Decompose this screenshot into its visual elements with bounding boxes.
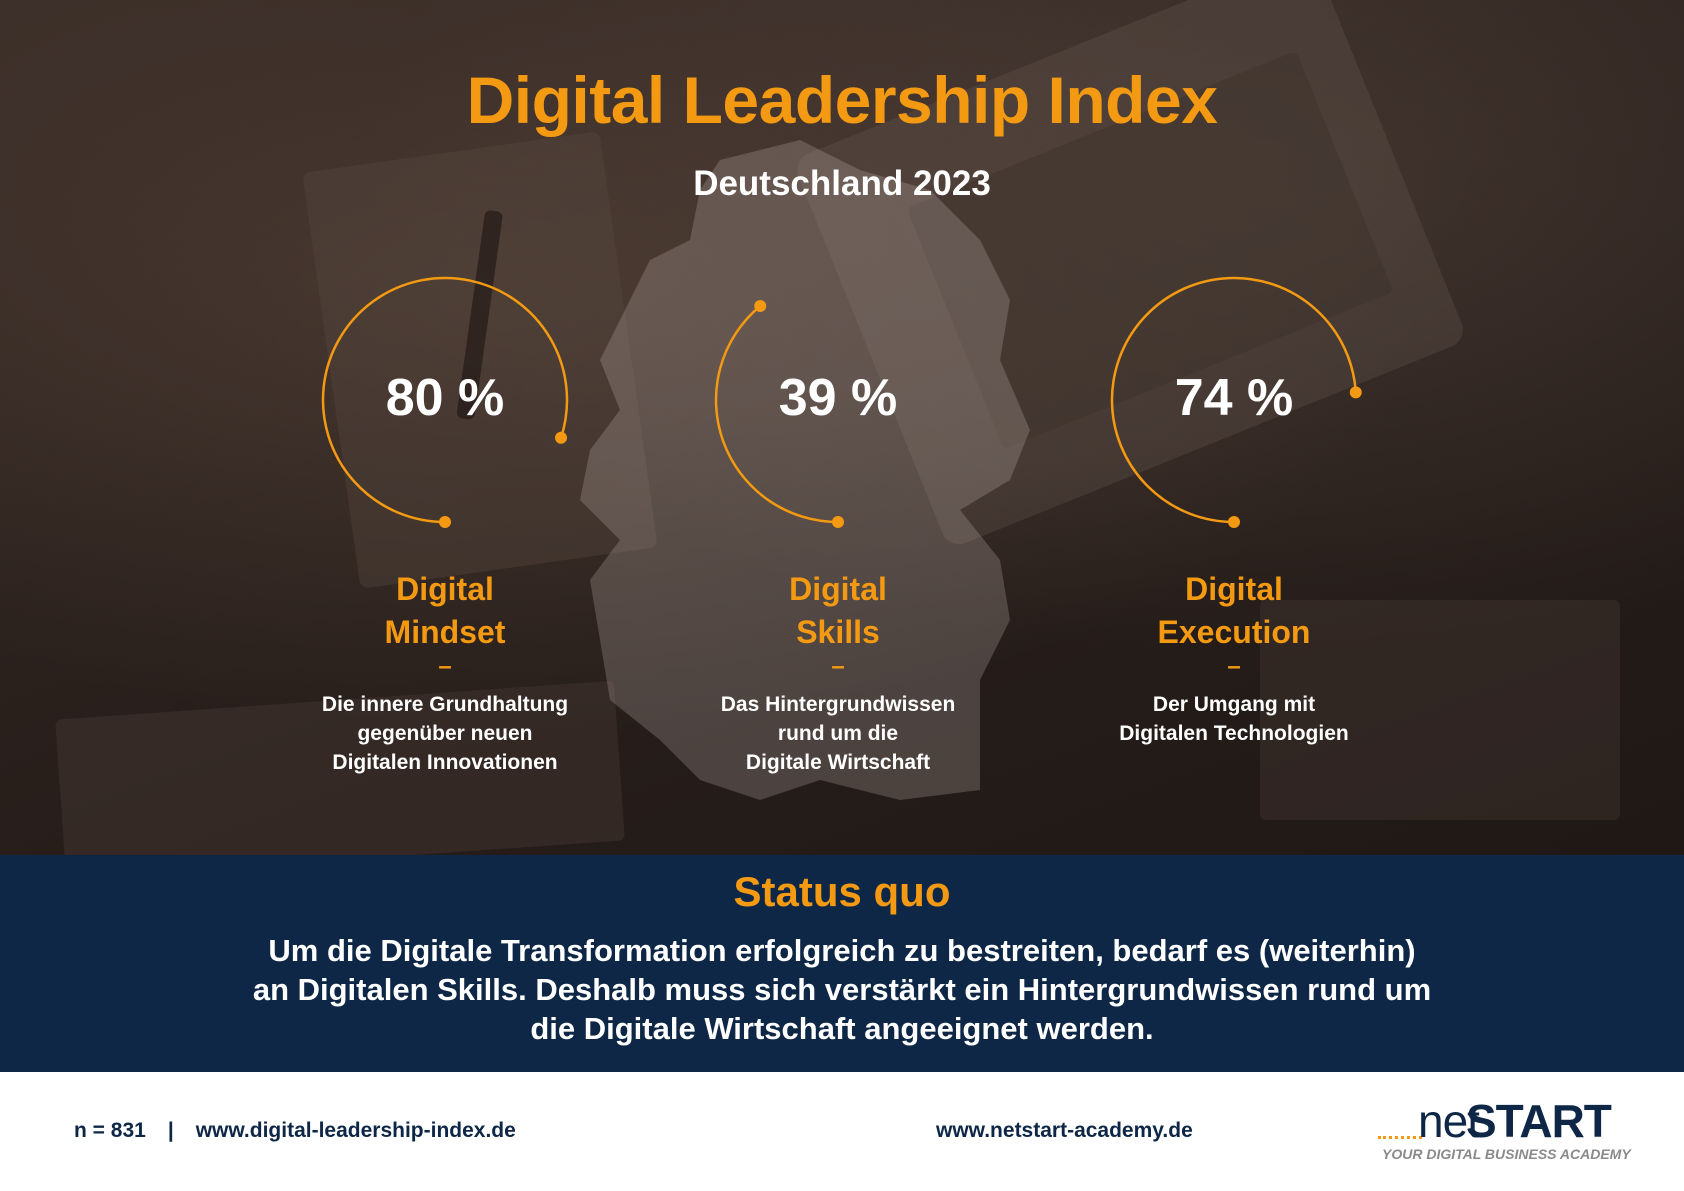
sample-size: n = 831: [74, 1119, 146, 1142]
status-quo-banner: Status quo Um die Digitale Transformatio…: [0, 855, 1684, 1072]
metric-name-line2: Skills: [796, 614, 880, 650]
metric-description: Die innere Grundhaltung gegenüber neuen …: [275, 690, 615, 777]
metric-desc-line: gegenüber neuen: [357, 722, 533, 745]
metric-desc-line: Digitalen Technologien: [1119, 722, 1349, 745]
logo-start-text: START: [1466, 1095, 1612, 1147]
status-text: Um die Digitale Transformation erfolgrei…: [150, 931, 1534, 1048]
metric-name-line2: Execution: [1157, 614, 1311, 650]
gauge-arc-svg: [1110, 276, 1362, 528]
metric-digital-execution: Digital Execution – Der Umgang mit Digit…: [1064, 568, 1404, 748]
gauge-end-dot: [754, 299, 767, 312]
metric-dash: –: [1227, 653, 1241, 680]
metric-desc-line: rund um die: [777, 722, 899, 745]
gauge-start-dot: [1228, 516, 1240, 528]
gauge-arc-svg: [321, 276, 569, 528]
metric-desc-line: Digitalen Innovationen: [332, 751, 558, 774]
gauge-value-label: 80 %: [385, 369, 505, 427]
footer-left: n = 831 | www.digital-leadership-index.de: [74, 1119, 516, 1143]
metric-name-line1: Digital: [789, 571, 887, 607]
metric-digital-mindset: Digital Mindset – Die innere Grundhaltun…: [275, 568, 615, 777]
gauge-start-dot: [439, 516, 451, 528]
footer: n = 831 | www.digital-leadership-index.de …: [0, 1072, 1684, 1191]
gauge-value-label: 39 %: [778, 369, 898, 427]
netstart-logo[interactable]: net START YOUR DIGITAL BUSINESS ACADEMY: [1378, 1094, 1631, 1164]
metric-desc-line: Digitale Wirtschaft: [745, 751, 931, 774]
status-text-line: an Digitalen Skills. Deshalb muss sich v…: [252, 972, 1432, 1007]
logo-tagline: YOUR DIGITAL BUSINESS ACADEMY: [1382, 1146, 1631, 1162]
gauge-arc-svg: [714, 299, 844, 528]
logo-net-text: net: [1418, 1095, 1480, 1147]
gauge-digital-execution: 74 %: [1084, 250, 1384, 550]
academy-url-link[interactable]: www.netstart-academy.de: [936, 1119, 1193, 1142]
gauge-arc: [1110, 276, 1358, 524]
metric-digital-skills: Digital Skills – Das Hintergrundwissen r…: [668, 568, 1008, 777]
metric-desc-line: Der Umgang mit: [1152, 693, 1316, 716]
logo-dots-icon: [1378, 1136, 1422, 1139]
status-heading: Status quo: [733, 868, 951, 915]
gauge-arc: [714, 305, 839, 524]
gauge-end-dot: [1349, 386, 1362, 399]
metric-name-line1: Digital: [396, 571, 494, 607]
status-text-line: die Digitale Wirtschaft angeeignet werde…: [530, 1011, 1154, 1046]
footer-separator: |: [167, 1119, 174, 1142]
gauge-digital-mindset: 80 %: [295, 250, 595, 550]
status-text-line: Um die Digitale Transformation erfolgrei…: [268, 933, 1416, 968]
metric-desc-line: Die innere Grundhaltung: [321, 693, 569, 716]
metric-desc-line: Das Hintergrundwissen: [720, 693, 956, 716]
gauge-arc: [321, 276, 569, 524]
gauge-end-dot: [555, 431, 568, 444]
gauge-value-label: 74 %: [1174, 369, 1294, 427]
gauge-start-dot: [832, 516, 844, 528]
metric-name-line1: Digital: [1185, 571, 1283, 607]
metric-description: Der Umgang mit Digitalen Technologien: [1064, 690, 1404, 748]
metric-name-line2: Mindset: [384, 614, 506, 650]
infographic-title: Digital Leadership Index: [466, 63, 1218, 137]
hero-section: Digital Leadership Index Deutschland 202…: [0, 0, 1684, 855]
metric-description: Das Hintergrundwissen rund um die Digita…: [668, 690, 1008, 777]
index-url-link[interactable]: www.digital-leadership-index.de: [195, 1119, 516, 1142]
background-photo-illustration: [55, 0, 1620, 855]
gauge-digital-skills: 39 %: [688, 250, 988, 550]
metric-dash: –: [438, 653, 452, 680]
metric-dash: –: [831, 653, 845, 680]
infographic-subtitle: Deutschland 2023: [693, 164, 991, 203]
